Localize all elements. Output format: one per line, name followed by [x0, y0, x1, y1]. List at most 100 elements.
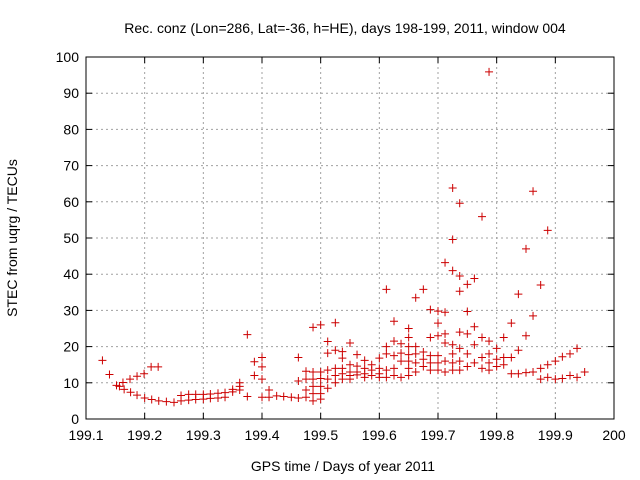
y-tick-label: 100: [56, 49, 80, 65]
data-point: [448, 349, 457, 358]
data-point: [397, 339, 406, 348]
data-point: [492, 355, 501, 364]
data-point: [485, 67, 494, 76]
x-tick-label: 199.4: [244, 427, 279, 443]
data-point: [353, 370, 362, 379]
data-point: [470, 274, 479, 283]
data-point: [272, 391, 281, 400]
data-point: [419, 348, 428, 357]
data-point: [485, 337, 494, 346]
y-tick-label: 20: [63, 339, 79, 355]
data-point: [499, 333, 508, 342]
x-axis-label: GPS time / Days of year 2011: [251, 458, 435, 474]
data-point: [353, 350, 362, 359]
data-point: [499, 360, 508, 369]
data-point: [492, 344, 501, 353]
data-point: [470, 340, 479, 349]
data-point: [529, 311, 538, 320]
y-tick-labels: 0 10 20 30 40 50 60 70 80 90 100: [56, 49, 80, 427]
data-point: [463, 362, 472, 371]
data-point: [507, 319, 516, 328]
data-point: [382, 373, 391, 382]
data-point: [434, 331, 442, 340]
data-point: [338, 375, 347, 384]
x-tick-label: 199.2: [127, 427, 162, 443]
data-point: [243, 330, 252, 339]
data-point: [265, 393, 274, 402]
data-point: [455, 344, 464, 353]
data-point: [309, 389, 318, 398]
data-point: [382, 366, 391, 375]
data-point: [346, 360, 354, 369]
data-point: [235, 378, 244, 387]
data-point: [140, 394, 149, 403]
data-point: [529, 367, 538, 376]
data-point: [105, 370, 114, 379]
data-point: [323, 349, 332, 358]
data-point: [448, 235, 457, 244]
data-point: [133, 372, 142, 381]
data-point: [514, 290, 523, 299]
data-point: [566, 371, 574, 380]
data-point: [455, 272, 464, 281]
data-point: [382, 285, 391, 294]
y-tick-label: 50: [63, 230, 79, 246]
data-point: [331, 318, 340, 327]
data-point: [382, 342, 391, 351]
y-tick-label: 60: [63, 194, 79, 210]
data-point: [316, 395, 325, 404]
data-point: [98, 356, 107, 365]
data-point: [463, 349, 472, 358]
data-point: [463, 307, 472, 316]
data-point: [522, 368, 530, 377]
data-point: [265, 386, 274, 395]
data-point: [411, 358, 420, 367]
data-point: [390, 351, 398, 360]
data-point: [331, 346, 340, 355]
data-point: [448, 184, 457, 193]
data-point: [441, 258, 450, 267]
data-point: [258, 393, 266, 402]
data-point: [478, 353, 486, 362]
data-point: [536, 364, 545, 373]
data-point: [455, 287, 464, 296]
data-point: [426, 358, 435, 367]
data-point: [404, 342, 413, 351]
x-tick-label: 199.5: [303, 427, 338, 443]
data-point: [316, 320, 325, 329]
data-point: [404, 357, 413, 366]
data-point: [316, 374, 325, 383]
data-point: [543, 360, 552, 369]
data-point: [126, 388, 135, 397]
data-point: [309, 396, 318, 405]
data-point: [206, 390, 215, 399]
data-point: [316, 382, 325, 391]
data-point: [411, 349, 420, 358]
x-tick-label: 200: [602, 427, 626, 443]
x-tick-label: 199.9: [538, 427, 573, 443]
data-point: [323, 337, 332, 346]
data-point: [441, 308, 450, 317]
data-point: [419, 285, 428, 294]
data-point: [419, 355, 428, 364]
x-tick-label: 199.8: [479, 427, 514, 443]
grid-lines: [86, 57, 614, 419]
data-point: [346, 375, 354, 384]
y-tick-label: 40: [63, 266, 79, 282]
data-point: [404, 364, 413, 373]
data-point: [323, 384, 332, 393]
data-point: [302, 375, 310, 384]
data-point: [404, 324, 413, 333]
data-point: [434, 307, 442, 316]
data-point: [302, 386, 310, 395]
data-point: [338, 354, 347, 363]
data-point: [162, 397, 171, 406]
data-point: [404, 333, 413, 342]
data-point: [309, 323, 318, 332]
data-point: [580, 367, 589, 376]
data-point: [522, 244, 530, 253]
data-point: [331, 378, 340, 387]
data-point: [514, 346, 523, 355]
data-point: [441, 357, 450, 366]
